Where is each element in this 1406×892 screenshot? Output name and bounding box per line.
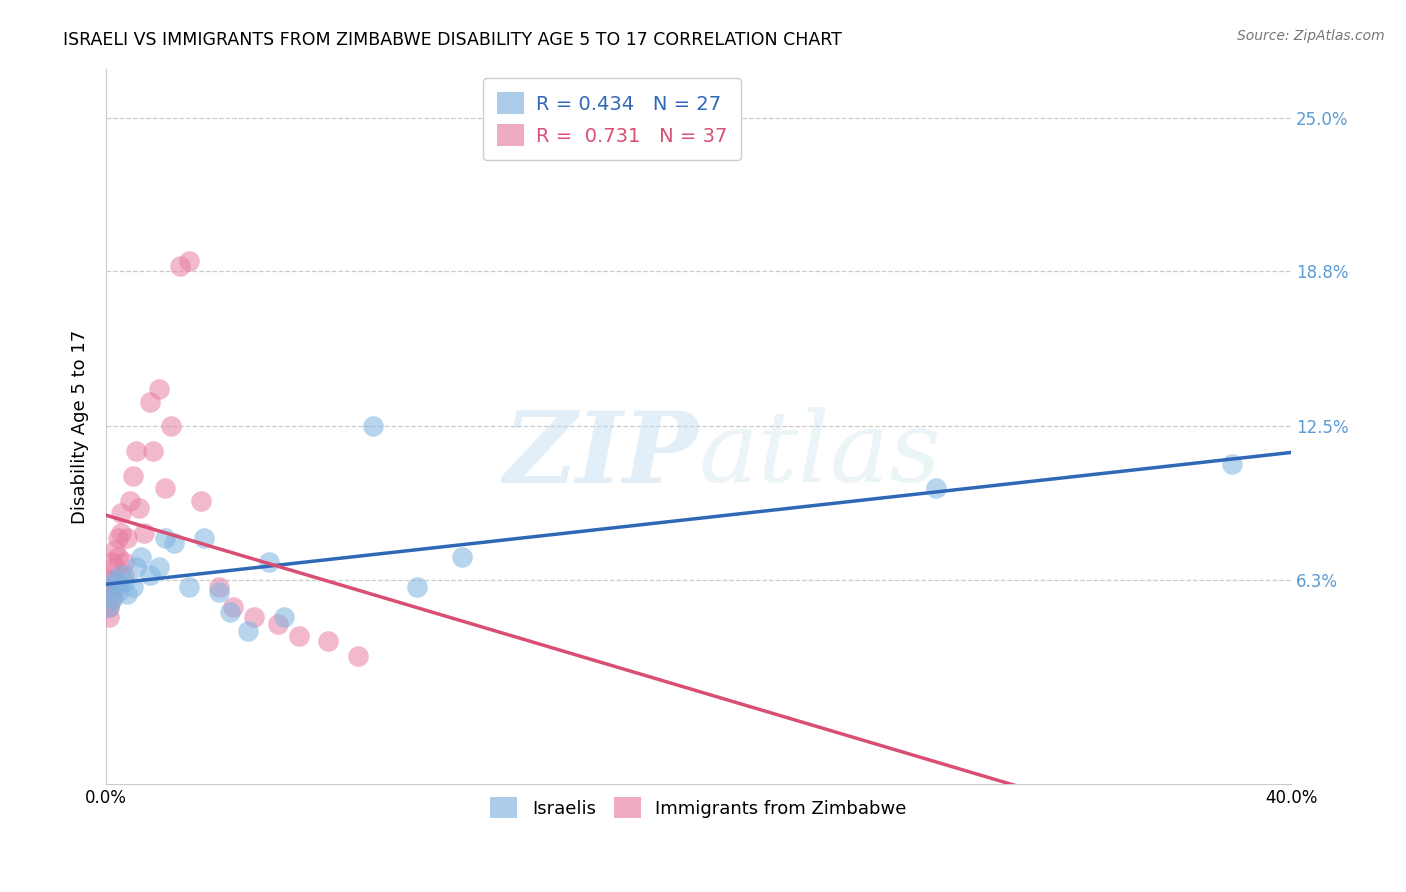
Point bbox=[139, 567, 162, 582]
Point bbox=[107, 531, 129, 545]
Point bbox=[177, 580, 200, 594]
Point bbox=[110, 506, 132, 520]
Point bbox=[101, 592, 124, 607]
Point bbox=[118, 493, 141, 508]
Point bbox=[1220, 457, 1243, 471]
Point bbox=[112, 555, 135, 569]
Y-axis label: Disability Age 5 to 17: Disability Age 5 to 17 bbox=[72, 329, 89, 524]
Point bbox=[97, 573, 120, 587]
Text: ZIP: ZIP bbox=[503, 407, 699, 503]
Point bbox=[101, 573, 124, 587]
Point bbox=[97, 585, 120, 599]
Point bbox=[101, 555, 124, 569]
Point bbox=[193, 531, 215, 545]
Point bbox=[148, 560, 170, 574]
Point bbox=[169, 259, 191, 273]
Point bbox=[107, 585, 129, 599]
Point bbox=[115, 587, 138, 601]
Point bbox=[257, 555, 280, 569]
Point bbox=[925, 481, 948, 495]
Point bbox=[101, 592, 124, 607]
Point bbox=[104, 573, 127, 587]
Point bbox=[110, 525, 132, 540]
Point bbox=[107, 550, 129, 565]
Point bbox=[273, 609, 295, 624]
Point bbox=[139, 394, 162, 409]
Text: Source: ZipAtlas.com: Source: ZipAtlas.com bbox=[1237, 29, 1385, 43]
Point bbox=[115, 531, 138, 545]
Text: atlas: atlas bbox=[699, 408, 942, 503]
Point bbox=[153, 481, 176, 495]
Point bbox=[97, 599, 120, 614]
Point bbox=[121, 580, 143, 594]
Point bbox=[112, 567, 135, 582]
Point bbox=[142, 444, 165, 458]
Point bbox=[190, 493, 212, 508]
Point bbox=[207, 580, 229, 594]
Point bbox=[104, 560, 127, 574]
Point bbox=[177, 254, 200, 268]
Point bbox=[267, 617, 290, 632]
Text: ISRAELI VS IMMIGRANTS FROM ZIMBABWE DISABILITY AGE 5 TO 17 CORRELATION CHART: ISRAELI VS IMMIGRANTS FROM ZIMBABWE DISA… bbox=[63, 31, 842, 49]
Point bbox=[316, 634, 339, 648]
Point bbox=[222, 599, 245, 614]
Point bbox=[346, 648, 368, 663]
Point bbox=[124, 560, 146, 574]
Point bbox=[104, 542, 127, 557]
Point bbox=[148, 383, 170, 397]
Point bbox=[160, 419, 183, 434]
Point bbox=[361, 419, 384, 434]
Point bbox=[287, 629, 309, 643]
Legend: Israelis, Immigrants from Zimbabwe: Israelis, Immigrants from Zimbabwe bbox=[484, 790, 914, 825]
Point bbox=[104, 580, 127, 594]
Point bbox=[112, 574, 135, 589]
Point bbox=[450, 550, 472, 565]
Point bbox=[236, 624, 259, 639]
Point bbox=[207, 585, 229, 599]
Point bbox=[97, 599, 120, 614]
Point bbox=[163, 535, 186, 549]
Point bbox=[131, 550, 153, 565]
Point bbox=[110, 567, 132, 582]
Point bbox=[219, 605, 242, 619]
Point bbox=[97, 609, 120, 624]
Point bbox=[243, 609, 266, 624]
Point bbox=[406, 580, 429, 594]
Point bbox=[97, 580, 120, 594]
Point bbox=[121, 468, 143, 483]
Point bbox=[128, 500, 150, 515]
Point bbox=[124, 444, 146, 458]
Point bbox=[134, 525, 156, 540]
Point bbox=[153, 531, 176, 545]
